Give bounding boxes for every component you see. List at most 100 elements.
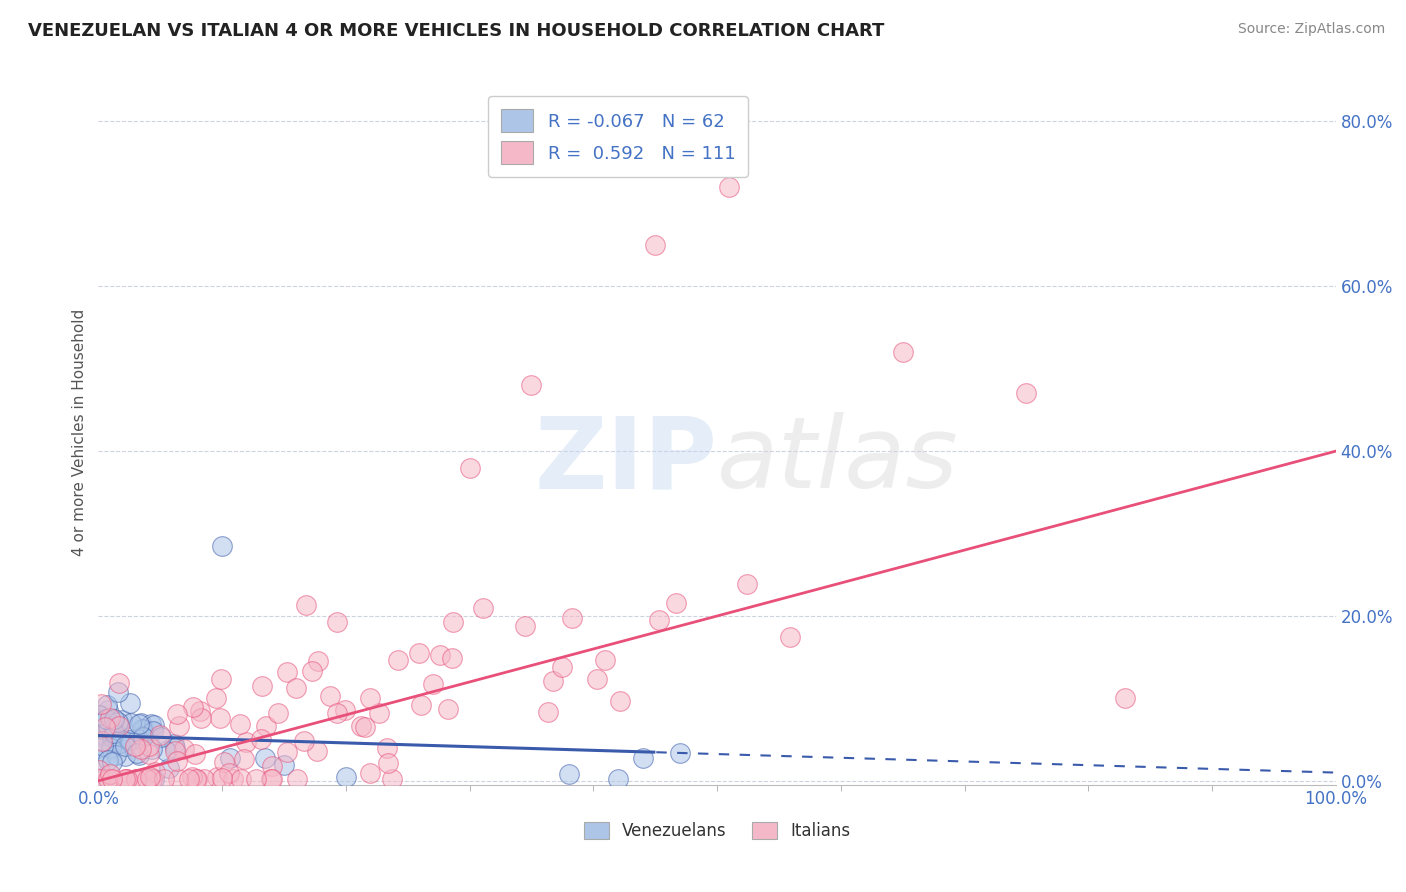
Point <box>143 718 166 732</box>
Point <box>295 598 318 612</box>
Point <box>96 703 118 717</box>
Point <box>114 749 136 764</box>
Point <box>235 734 257 748</box>
Point <box>138 747 160 762</box>
Point <box>1114 691 1136 706</box>
Point <box>181 700 204 714</box>
Point <box>153 772 176 787</box>
Point <box>108 736 131 750</box>
Point <box>276 745 298 759</box>
Point <box>515 618 537 632</box>
Point <box>100 766 122 780</box>
Point <box>177 772 200 787</box>
Point <box>89 740 111 755</box>
Point <box>90 714 112 729</box>
Point <box>101 730 124 744</box>
Point <box>108 719 131 733</box>
Point <box>90 733 112 747</box>
Point <box>326 615 349 629</box>
Point <box>333 703 356 717</box>
Point <box>359 690 381 705</box>
Point <box>408 646 430 660</box>
Point <box>891 345 914 359</box>
Point <box>537 706 560 720</box>
Point <box>118 733 141 747</box>
Point <box>211 539 233 553</box>
Point <box>134 722 156 736</box>
Point <box>422 677 444 691</box>
Point <box>250 679 273 693</box>
Point <box>429 648 451 663</box>
Point <box>128 717 150 731</box>
Point <box>250 731 273 746</box>
Point <box>260 759 283 773</box>
Point <box>128 748 150 763</box>
Point <box>104 748 127 763</box>
Point <box>276 665 298 679</box>
Point <box>167 772 190 787</box>
Legend: Venezuelans, Italians: Venezuelans, Italians <box>578 815 856 847</box>
Point <box>94 712 117 726</box>
Point <box>98 711 121 725</box>
Point <box>131 722 153 736</box>
Point <box>101 755 124 769</box>
Point <box>150 730 173 744</box>
Point <box>138 739 160 754</box>
Point <box>184 772 207 787</box>
Text: Source: ZipAtlas.com: Source: ZipAtlas.com <box>1237 22 1385 37</box>
Point <box>163 737 186 751</box>
Point <box>97 753 120 767</box>
Point <box>245 772 267 787</box>
Point <box>541 674 564 689</box>
Point <box>735 577 758 591</box>
Point <box>87 764 110 778</box>
Point <box>183 747 205 761</box>
Point <box>120 696 142 710</box>
Point <box>89 772 111 787</box>
Point <box>471 600 494 615</box>
Point <box>165 744 187 758</box>
Point <box>665 595 688 609</box>
Point <box>141 772 163 787</box>
Point <box>149 728 172 742</box>
Point <box>377 756 399 770</box>
Point <box>108 736 131 750</box>
Point <box>96 698 118 712</box>
Point <box>97 772 120 787</box>
Point <box>104 734 127 748</box>
Point <box>254 751 277 765</box>
Point <box>208 711 231 725</box>
Point <box>190 711 212 725</box>
Text: atlas: atlas <box>717 412 959 509</box>
Point <box>222 772 245 787</box>
Point <box>114 772 136 787</box>
Point <box>129 716 152 731</box>
Point <box>609 694 631 708</box>
Point <box>89 752 111 766</box>
Point <box>100 772 122 787</box>
Point <box>409 698 432 713</box>
Point <box>132 730 155 744</box>
Point <box>167 719 190 733</box>
Point <box>205 770 228 784</box>
Point <box>233 752 256 766</box>
Point <box>124 739 146 753</box>
Point <box>254 719 277 733</box>
Point <box>103 712 125 726</box>
Point <box>387 653 409 667</box>
Point <box>648 613 671 627</box>
Point <box>107 685 129 699</box>
Point <box>114 739 136 754</box>
Point <box>440 650 463 665</box>
Point <box>326 706 349 720</box>
Point <box>631 751 654 765</box>
Point <box>359 765 381 780</box>
Point <box>301 664 323 678</box>
Point <box>103 725 125 739</box>
Point <box>259 772 281 787</box>
Point <box>218 765 240 780</box>
Point <box>108 729 131 743</box>
Point <box>381 772 404 787</box>
Point <box>97 719 120 733</box>
Point <box>143 765 166 780</box>
